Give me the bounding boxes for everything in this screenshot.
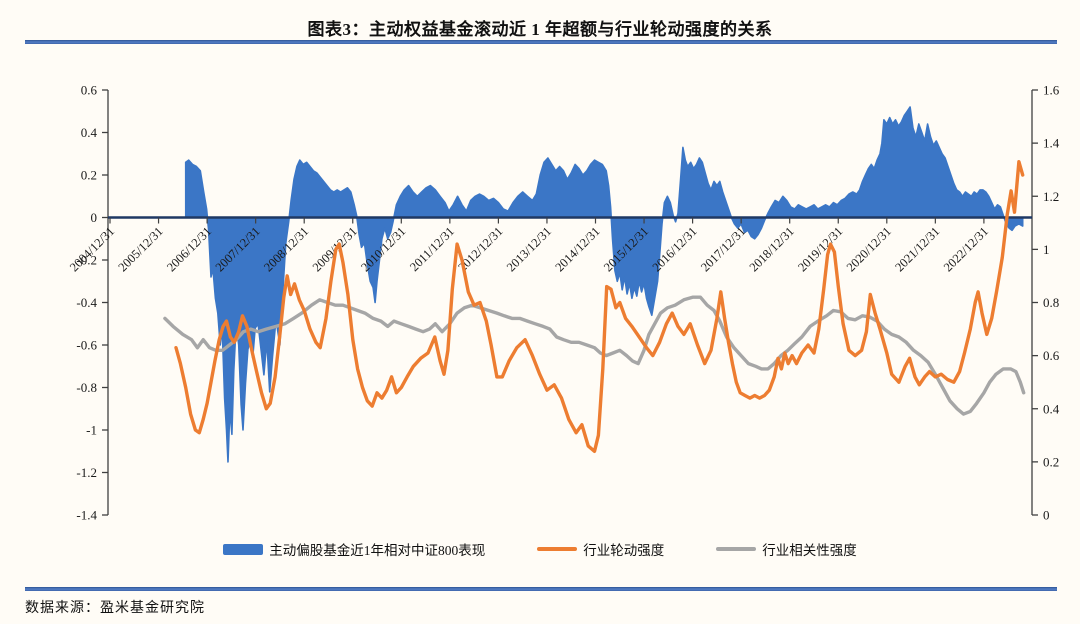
line-swatch-icon bbox=[716, 546, 757, 552]
svg-text:-1.2: -1.2 bbox=[76, 465, 97, 480]
svg-text:-0.8: -0.8 bbox=[76, 380, 97, 395]
svg-text:2013/12/31: 2013/12/31 bbox=[504, 224, 554, 274]
svg-text:-0.6: -0.6 bbox=[76, 338, 97, 353]
legend-item-industry-rotation: 行业轮动强度 bbox=[537, 539, 664, 559]
area-swatch-icon bbox=[223, 543, 264, 555]
svg-text:0: 0 bbox=[1043, 508, 1050, 523]
svg-text:1.4: 1.4 bbox=[1043, 136, 1060, 151]
axes: 0.6 0.4 0.2 0 -0.2 -0.4 -0.6 -0.8 -1 -1.2 -1.4 1.6 1… bbox=[76, 83, 1059, 523]
svg-text:-1: -1 bbox=[86, 423, 97, 438]
legend-label: 主动偏股基金近1年相对中证800表现 bbox=[269, 543, 486, 558]
svg-text:2014/12/31: 2014/12/31 bbox=[552, 224, 602, 274]
svg-text:2006/12/31: 2006/12/31 bbox=[164, 224, 214, 274]
svg-text:-0.2: -0.2 bbox=[76, 253, 97, 268]
data-source-note: 数据来源：盈米基金研究院 bbox=[25, 601, 205, 616]
industry-correlation-line-series bbox=[163, 295, 1026, 416]
x-axis-date-labels: 2004/12/312005/12/312006/12/312007/12/31… bbox=[67, 217, 991, 274]
legend-label: 行业相关性强度 bbox=[762, 543, 857, 558]
svg-text:0.6: 0.6 bbox=[81, 83, 98, 98]
svg-text:0.2: 0.2 bbox=[1043, 454, 1059, 469]
line-swatch-icon bbox=[537, 546, 578, 552]
svg-text:2021/12/31: 2021/12/31 bbox=[892, 224, 942, 274]
svg-text:0.4: 0.4 bbox=[1043, 401, 1060, 416]
svg-text:0.6: 0.6 bbox=[1043, 348, 1060, 363]
svg-text:0.8: 0.8 bbox=[1043, 295, 1059, 310]
svg-text:1.6: 1.6 bbox=[1043, 83, 1060, 98]
legend-item-fund-excess: 主动偏股基金近1年相对中证800表现 bbox=[223, 539, 485, 559]
svg-text:0.4: 0.4 bbox=[81, 125, 98, 140]
svg-text:1: 1 bbox=[1043, 242, 1050, 257]
figure-title: 图表3：主动权益基金滚动近 1 年超额与行业轮动强度的关系 bbox=[307, 20, 773, 39]
svg-text:1.2: 1.2 bbox=[1043, 189, 1059, 204]
title-divider-rule bbox=[25, 40, 1057, 44]
svg-text:0: 0 bbox=[91, 210, 98, 225]
legend-item-industry-correlation: 行业相关性强度 bbox=[716, 539, 857, 559]
svg-text:2005/12/31: 2005/12/31 bbox=[115, 224, 165, 274]
fund-excess-area-series bbox=[184, 106, 1024, 463]
svg-text:-1.4: -1.4 bbox=[76, 508, 97, 523]
svg-text:2022/12/31: 2022/12/31 bbox=[941, 224, 991, 274]
svg-text:0.2: 0.2 bbox=[81, 168, 97, 183]
footer-divider-rule bbox=[25, 587, 1057, 591]
svg-text:2020/12/31: 2020/12/31 bbox=[844, 224, 894, 274]
industry-rotation-line-series bbox=[174, 160, 1025, 453]
svg-text:2019/12/31: 2019/12/31 bbox=[795, 224, 845, 274]
svg-text:-0.4: -0.4 bbox=[76, 295, 97, 310]
chart-legend: 主动偏股基金近1年相对中证800表现 行业轮动强度 行业相关性强度 bbox=[0, 539, 1080, 559]
legend-label: 行业轮动强度 bbox=[583, 543, 665, 558]
svg-text:2017/12/31: 2017/12/31 bbox=[698, 224, 748, 274]
svg-text:2011/12/31: 2011/12/31 bbox=[407, 224, 457, 274]
